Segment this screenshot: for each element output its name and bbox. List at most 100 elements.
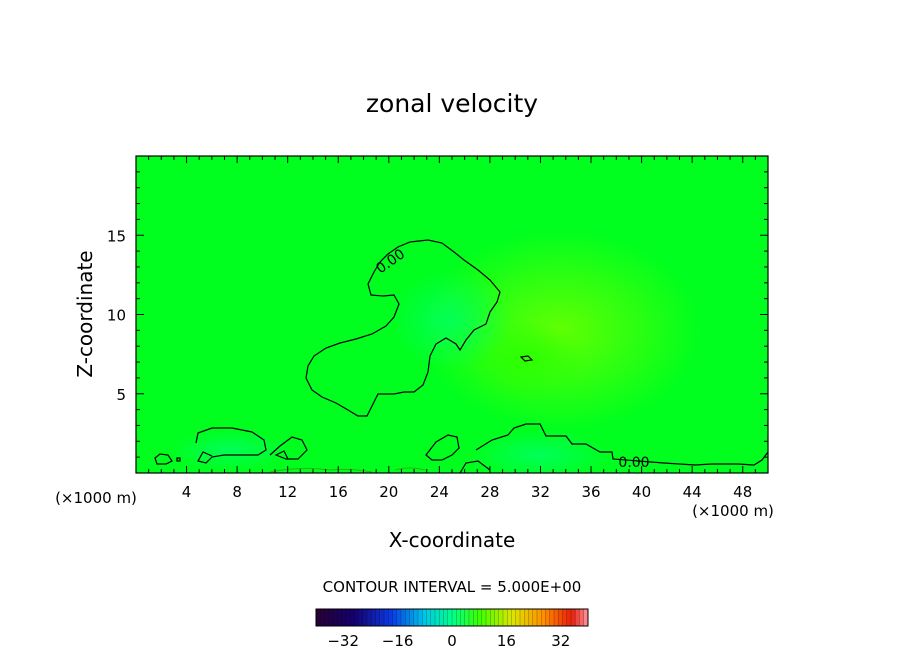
colorbar-cell xyxy=(486,609,491,626)
colorbar-cell xyxy=(320,609,325,626)
x-tick-label: 12 xyxy=(278,483,297,501)
colorbar-cell xyxy=(503,609,508,626)
colorbar-cell xyxy=(430,609,436,626)
contour-line-mid-left xyxy=(269,436,308,460)
x-tick-label: 4 xyxy=(182,483,192,501)
colorbar-cell xyxy=(528,609,534,626)
colorbar-cell xyxy=(562,609,568,626)
x-tick-label: 32 xyxy=(531,483,550,501)
colorbar-cell xyxy=(337,609,342,626)
colorbar-cell xyxy=(379,609,385,626)
contour-line-bottom-faint-right xyxy=(394,467,426,471)
plot-area xyxy=(136,156,768,473)
contour-line-mid xyxy=(425,434,460,461)
field-shade-bottom xyxy=(470,430,610,473)
contour-line-small-ellipse xyxy=(519,355,534,362)
colorbar-cell xyxy=(367,609,372,626)
colorbar-cell xyxy=(537,609,542,626)
y-tick-label: 5 xyxy=(116,386,126,404)
colorbar-cell xyxy=(549,609,555,626)
x-tick-label: 44 xyxy=(683,483,702,501)
colorbar-cell xyxy=(371,609,376,626)
colorbar-cell xyxy=(498,609,504,626)
colorbar-tick-label: 0 xyxy=(447,632,457,650)
colorbar-cell xyxy=(418,609,423,626)
colorbar-cell xyxy=(358,609,364,626)
colorbar-cell xyxy=(583,609,589,626)
contour-line-left-blob xyxy=(195,427,267,464)
colorbar-cell xyxy=(409,609,415,626)
x-tick-label: 20 xyxy=(379,483,398,501)
colorbar-cell xyxy=(541,609,546,626)
colorbar-cell xyxy=(328,609,334,626)
colorbar-cell xyxy=(554,609,559,626)
colorbar-frame xyxy=(315,608,589,627)
colorbar-cell xyxy=(324,609,330,626)
x-tick-label: 40 xyxy=(632,483,651,501)
colorbar-cell xyxy=(477,609,483,626)
colorbar-cell xyxy=(439,609,444,626)
colorbar-cell xyxy=(558,609,563,626)
y-tick-label: 15 xyxy=(107,227,126,245)
x-tick-label: 24 xyxy=(430,483,449,501)
x-axis: 4 8 12 16 20 24 28 32 36 40 44 48 xyxy=(148,156,756,501)
colorbar-cell xyxy=(473,609,478,626)
colorbar xyxy=(315,608,589,627)
colorbar-tick-label: −32 xyxy=(327,632,359,650)
colorbar-cell xyxy=(443,609,449,626)
contour-line-dot-left xyxy=(176,457,181,462)
contour-interval-text: CONTOUR INTERVAL = 5.000E+00 xyxy=(323,578,582,596)
colorbar-cell xyxy=(571,609,576,626)
colorbar-cell xyxy=(413,609,419,626)
field-shade-lobe xyxy=(390,270,510,370)
x-unit-right: (×1000 m) xyxy=(692,502,774,520)
colorbar-cell xyxy=(460,609,466,626)
colorbar-cell xyxy=(435,609,440,626)
colorbar-cell xyxy=(507,609,512,626)
colorbar-cell xyxy=(511,609,517,626)
field-shade-left-bottom xyxy=(170,430,290,470)
contour-label: 0.00 xyxy=(618,455,649,471)
colorbar-cell xyxy=(452,609,457,626)
x-tick-label: 28 xyxy=(480,483,499,501)
colorbar-cell xyxy=(469,609,474,626)
colorbar-cell xyxy=(362,609,368,626)
colorbar-cell xyxy=(490,609,495,626)
x-tick-label: 8 xyxy=(232,483,242,501)
colorbar-cell xyxy=(532,609,538,626)
contour-line-upper-blob xyxy=(305,239,501,417)
colorbar-cell xyxy=(405,609,410,626)
colorbar-cell xyxy=(524,609,529,626)
colorbar-cell xyxy=(426,609,432,626)
colorbar-tick-label: 16 xyxy=(497,632,516,650)
colorbar-cell xyxy=(350,609,355,626)
colorbar-tick-label: −16 xyxy=(382,632,414,650)
contour-line-bottom-small xyxy=(459,460,491,473)
x-tick-label: 48 xyxy=(733,483,752,501)
colorbar-cell xyxy=(456,609,461,626)
colorbar-cell xyxy=(515,609,521,626)
colorbar-cell xyxy=(345,609,351,626)
y-axis: 5 10 15 xyxy=(107,171,768,458)
colorbar-cell xyxy=(354,609,359,626)
colorbar-cell xyxy=(392,609,398,626)
colorbar-cell xyxy=(401,609,406,626)
colorbar-cell xyxy=(520,609,525,626)
chart-title: zonal velocity xyxy=(366,89,538,118)
colorbar-tick-label: 32 xyxy=(551,632,570,650)
x-tick-label: 36 xyxy=(581,483,600,501)
x-unit-left: (×1000 m) xyxy=(55,489,137,507)
colorbar-cell xyxy=(579,609,585,626)
colorbar-cell xyxy=(375,609,381,626)
contour-lines xyxy=(154,239,768,473)
colorbar-cell xyxy=(464,609,470,626)
contour-line-bottom-right xyxy=(475,423,768,466)
colorbar-cell xyxy=(575,609,580,626)
colorbar-cell xyxy=(316,609,321,626)
colorbar-cell xyxy=(396,609,402,626)
colorbar-cell xyxy=(566,609,572,626)
y-tick-label: 10 xyxy=(107,307,126,325)
colorbar-cell xyxy=(447,609,453,626)
x-axis-label: X-coordinate xyxy=(389,528,516,552)
